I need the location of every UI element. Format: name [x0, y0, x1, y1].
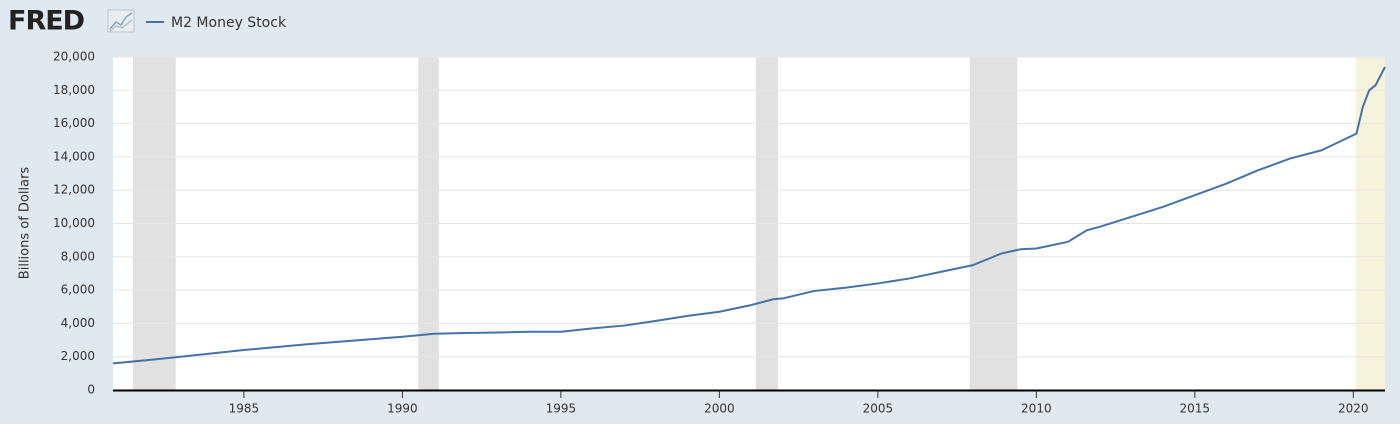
y-tick-label: 12,000: [53, 183, 95, 197]
x-tick-label: 2005: [863, 402, 894, 416]
y-tick-label: 6,000: [61, 283, 95, 297]
y-tick-label: 16,000: [53, 116, 95, 130]
y-tick-label: 2,000: [61, 349, 95, 363]
legend-label: M2 Money Stock: [171, 15, 287, 31]
x-tick-label: 1990: [387, 402, 418, 416]
y-tick-label: 8,000: [61, 249, 95, 263]
y-tick-label: 10,000: [53, 216, 95, 230]
y-tick-label: 14,000: [53, 149, 95, 163]
data-line: [112, 66, 1386, 365]
x-tick-label: 2000: [704, 402, 735, 416]
y-axis-label: Billions of Dollars: [18, 167, 33, 280]
y-tick-label: 20,000: [53, 50, 95, 64]
x-tick-label: 2015: [1180, 402, 1211, 416]
x-tick-label: 1985: [229, 402, 260, 416]
x-tick-label: 2010: [1021, 402, 1052, 416]
y-tick-label: 0: [87, 383, 95, 397]
logo: FRED: [8, 6, 84, 37]
y-tick-label: 4,000: [61, 316, 95, 330]
y-tick-label: 18,000: [53, 83, 95, 97]
logo-icon: [107, 9, 135, 33]
x-tick-label: 1995: [546, 402, 577, 416]
x-tick-label: 2020: [1338, 402, 1369, 416]
